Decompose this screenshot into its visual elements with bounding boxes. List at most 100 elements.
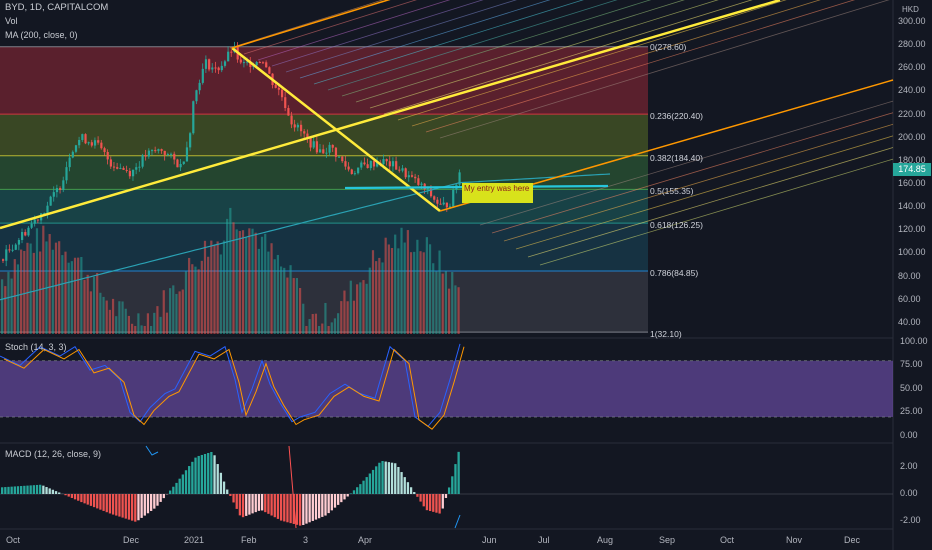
symbol-legend[interactable]: BYD, 1D, CAPITALCOM: [5, 2, 109, 13]
volume-bar: [378, 257, 381, 334]
volume-bar: [111, 298, 115, 334]
macd-histogram-bar: [251, 494, 254, 514]
macd-legend[interactable]: MACD (12, 26, close, 9): [5, 449, 102, 459]
volume-bar: [435, 271, 438, 334]
price-tick-label: 140.00: [898, 201, 926, 212]
macd-histogram-bar: [359, 484, 362, 494]
candle-body: [74, 145, 78, 152]
candle-body: [274, 85, 277, 88]
volume-bar: [264, 233, 267, 334]
candle-body: [208, 59, 211, 70]
macd-histogram-bar: [413, 492, 416, 494]
macd-histogram-bar: [435, 494, 438, 513]
candle-body: [119, 167, 122, 169]
candle-body: [30, 223, 33, 228]
fib-label-05: 0.5(155.35): [650, 186, 694, 196]
volume-bar: [289, 265, 292, 334]
candle-body: [2, 259, 5, 261]
ma-legend[interactable]: MA (200, close, 0): [5, 30, 78, 40]
macd-histogram-bar: [340, 494, 343, 503]
macd-histogram-bar: [283, 494, 286, 522]
macd-tick-label: -2.00: [900, 514, 921, 525]
candle-body: [296, 124, 300, 128]
candle-body: [223, 61, 227, 66]
candle-body: [280, 89, 284, 98]
macd-histogram-bar: [175, 482, 178, 494]
candle-body: [433, 196, 436, 200]
candle-body: [160, 149, 163, 151]
candle-body: [116, 167, 119, 169]
volume-bar: [356, 284, 359, 334]
volume-bar: [210, 240, 213, 334]
candle-body: [125, 169, 128, 171]
candle-body: [147, 150, 151, 157]
volume-bar: [54, 242, 58, 334]
pitchfan-line: [271, 0, 484, 67]
candle-body: [410, 175, 414, 177]
pitchfan-line: [355, 0, 685, 103]
candle-body: [217, 67, 220, 71]
volume-bar: [26, 242, 29, 334]
candle-body: [122, 167, 125, 170]
macd-histogram-bar: [111, 494, 115, 515]
volume-bar: [362, 280, 365, 334]
candle-body: [84, 134, 87, 144]
volume-bar: [143, 326, 146, 334]
macd-histogram-bar: [137, 494, 140, 521]
volume-bar: [156, 306, 159, 334]
pitchfan-line: [397, 0, 787, 121]
volume-bar: [127, 315, 130, 334]
macd-histogram-bar: [387, 462, 391, 494]
fib-label-0382: 0.382(184.40): [650, 153, 703, 163]
macd-histogram-bar: [422, 494, 425, 507]
fib-label-0: 0(278.60): [650, 42, 687, 52]
volume-bar: [337, 313, 340, 334]
time-tick-label: Sep: [659, 535, 676, 545]
volume-bar: [451, 272, 454, 334]
stoch-legend[interactable]: Stoch (14, 3, 3): [5, 342, 67, 352]
macd-histogram-bar: [302, 494, 305, 526]
candle-body: [55, 188, 59, 193]
candle-body: [185, 147, 189, 162]
volume-bar: [169, 288, 172, 334]
volume-bar: [359, 282, 362, 334]
volume-bar: [292, 278, 295, 334]
candle-body: [27, 227, 30, 236]
macd-histogram-bar: [457, 451, 460, 494]
drawings[interactable]: [0, 0, 894, 230]
candle-body: [97, 140, 100, 143]
stochastic-pane: [0, 343, 893, 430]
volume-bar: [308, 319, 311, 334]
candle-body: [52, 192, 55, 197]
macd-histogram-bar: [337, 494, 340, 505]
volume-bar: [406, 230, 409, 334]
candle-body: [24, 232, 27, 236]
macd-histogram-bar: [226, 489, 229, 494]
volume-bar: [115, 316, 118, 334]
macd-histogram-bar: [324, 494, 327, 516]
macd-histogram-bar: [356, 487, 359, 494]
candle-body: [182, 161, 185, 164]
macd-histogram-bar: [4, 487, 7, 494]
pitchfan-lines[interactable]: [229, 0, 894, 266]
candle-body: [192, 101, 195, 134]
macd-histogram-bar: [260, 494, 264, 511]
candle-body: [366, 164, 369, 169]
macd-histogram-bar: [416, 494, 419, 497]
macd-histogram-bar: [213, 455, 216, 494]
volume-bar: [365, 283, 368, 334]
time-tick-label: 2021: [184, 535, 205, 545]
volume-bar: [61, 255, 64, 334]
entry-note[interactable]: My entry was here: [462, 183, 533, 203]
candle-body: [334, 147, 338, 157]
candle-body: [11, 249, 14, 251]
stoch-tick-label: 100.00: [900, 336, 928, 346]
time-tick-label: Apr: [358, 535, 373, 545]
macd-histogram-bar: [29, 485, 32, 494]
volume-legend[interactable]: Vol: [5, 16, 18, 26]
candle-body: [331, 144, 334, 148]
price-tick-label: 200.00: [898, 131, 926, 142]
volume-bar: [245, 237, 248, 334]
volume-bar: [83, 279, 86, 334]
